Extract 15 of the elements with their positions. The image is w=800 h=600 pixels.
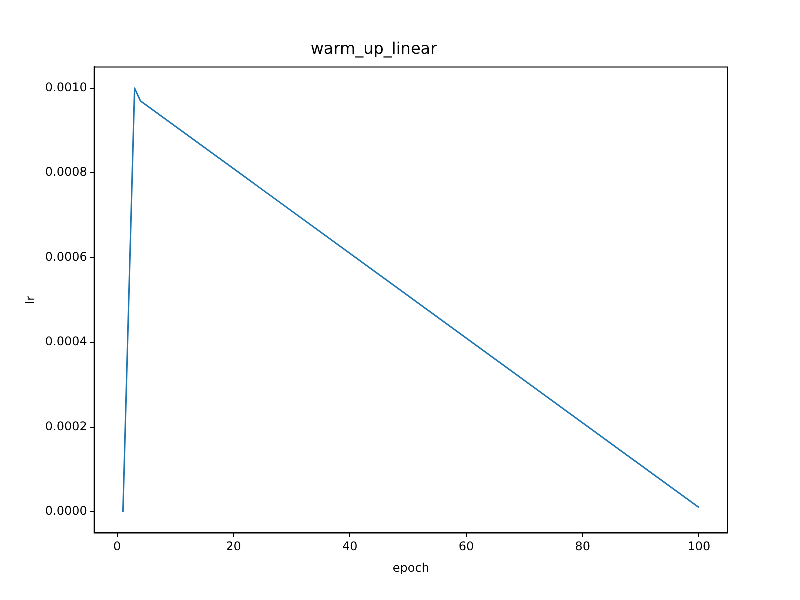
- x-tick-label: 60: [458, 540, 474, 554]
- chart-title: warm_up_linear: [310, 38, 438, 58]
- y-tick-label: 0.0002: [45, 419, 88, 434]
- x-tick-label: 100: [688, 540, 711, 554]
- y-axis-title: lr: [23, 296, 38, 304]
- y-tick-label: 0.0008: [45, 165, 88, 180]
- x-tick-label: 40: [342, 540, 358, 554]
- y-tick-label: 0.0006: [45, 250, 88, 264]
- y-tick-label: 0.0004: [45, 334, 88, 349]
- y-tick-label: 0.0000: [45, 504, 88, 518]
- x-axis-title: epoch: [392, 560, 430, 575]
- y-tick-label: 0.0010: [45, 80, 88, 95]
- x-tick-label: 80: [575, 540, 590, 554]
- x-tick-label: 0: [114, 540, 122, 554]
- x-tick-label: 20: [226, 540, 242, 554]
